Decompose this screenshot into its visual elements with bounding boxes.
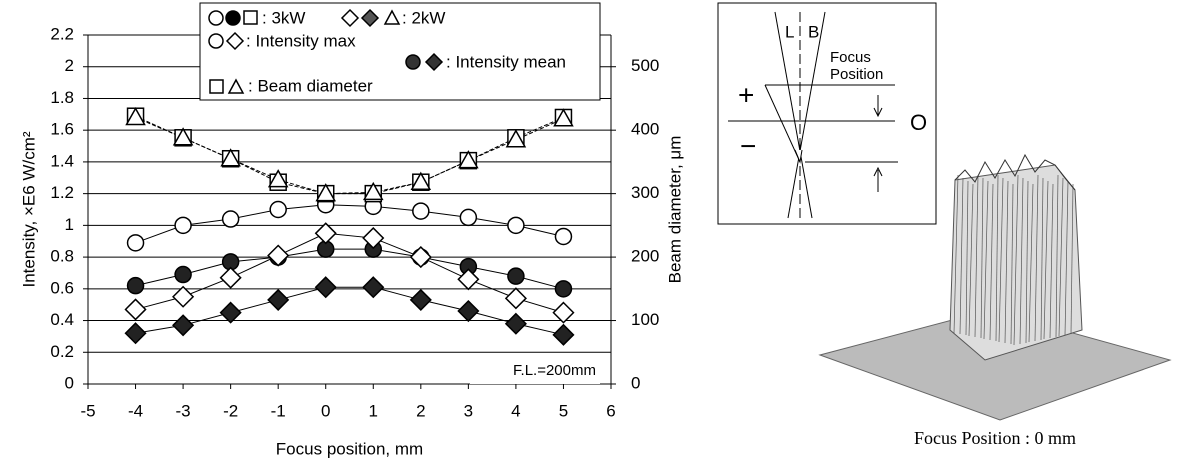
caption: Focus Position : 0 mm — [914, 428, 1076, 448]
marker — [411, 247, 431, 267]
y-tick-label: 2 — [65, 56, 74, 75]
y-tick-label: 1.2 — [50, 183, 74, 202]
marker — [508, 217, 524, 233]
diagram-label: O — [910, 110, 927, 135]
x-axis-label: Focus position, mm — [276, 439, 423, 458]
y-tick-label: 0.4 — [50, 310, 74, 329]
legend-label: : Intensity mean — [446, 52, 566, 71]
marker — [268, 290, 288, 310]
marker — [506, 314, 526, 334]
marker — [221, 268, 241, 288]
marker — [221, 303, 241, 323]
marker — [223, 211, 239, 227]
beam-profile — [820, 155, 1170, 420]
series-line — [136, 205, 564, 243]
x-tick-label: -1 — [271, 401, 286, 420]
y-tick-label: 0.2 — [50, 342, 74, 361]
annotation: F.L.=200mm — [513, 362, 596, 379]
diagram-label: L — [785, 22, 794, 41]
y2-tick-label: 500 — [631, 56, 659, 75]
legend-label: : 2kW — [402, 8, 445, 27]
legend-label: : Intensity max — [246, 31, 356, 50]
x-tick-label: 5 — [559, 401, 568, 420]
marker — [175, 217, 191, 233]
y-axis-label: Intensity, ×E6 W/cm² — [19, 131, 38, 287]
marker — [175, 267, 191, 283]
legend-label: : Beam diameter — [248, 76, 373, 95]
y2-tick-label: 400 — [631, 120, 659, 139]
y-tick-label: 0 — [65, 373, 74, 392]
y2-tick-label: 200 — [631, 247, 659, 266]
marker — [458, 301, 478, 321]
marker — [506, 288, 526, 308]
marker — [555, 281, 571, 297]
x-tick-label: 2 — [416, 401, 425, 420]
marker — [270, 202, 286, 218]
marker — [316, 277, 336, 297]
series-line — [136, 249, 564, 289]
marker — [128, 235, 144, 251]
diagram-label: Focus — [830, 49, 871, 66]
marker — [508, 268, 524, 284]
marker — [268, 246, 288, 266]
marker — [555, 228, 571, 244]
marker — [128, 278, 144, 294]
x-tick-label: -3 — [176, 401, 191, 420]
y-tick-label: 1.4 — [50, 151, 74, 170]
series-line — [136, 287, 564, 335]
marker — [553, 303, 573, 323]
x-tick-label: 0 — [321, 401, 330, 420]
marker — [460, 209, 476, 225]
diagram-label: + — [738, 79, 754, 110]
x-tick-label: -2 — [223, 401, 238, 420]
y2-tick-label: 0 — [631, 373, 640, 392]
y-tick-label: 2.2 — [50, 24, 74, 43]
diagram-label: − — [740, 130, 756, 161]
marker — [363, 277, 383, 297]
y-tick-label: 0.8 — [50, 247, 74, 266]
x-tick-label: -4 — [128, 401, 143, 420]
x-tick-label: -5 — [80, 401, 95, 420]
marker — [126, 323, 146, 343]
y2-tick-label: 100 — [631, 310, 659, 329]
marker — [173, 287, 193, 307]
y2-axis-label: Beam diameter, μm — [665, 136, 684, 284]
marker — [458, 269, 478, 289]
x-tick-label: 1 — [369, 401, 378, 420]
diagram-label: B — [808, 22, 819, 41]
series-line — [136, 117, 564, 193]
marker — [411, 290, 431, 310]
x-tick-label: 4 — [511, 401, 520, 420]
focus-diagram — [718, 3, 936, 224]
marker — [553, 325, 573, 345]
legend-label: : 3kW — [262, 8, 305, 27]
y-tick-label: 1.8 — [50, 88, 74, 107]
y-tick-label: 0.6 — [50, 278, 74, 297]
marker — [413, 203, 429, 219]
page: 0 0.2 0.4 0.6 0.8 1 1.2 1.4 1.6 1.8 2 2.2 0 100 200 300… — [0, 0, 1183, 460]
marker — [173, 315, 193, 335]
marker — [316, 223, 336, 243]
series-line — [136, 116, 564, 193]
y-tick-label: 1 — [65, 215, 74, 234]
y-tick-label: 1.6 — [50, 120, 74, 139]
x-tick-label: 6 — [606, 401, 615, 420]
x-tick-label: 3 — [464, 401, 473, 420]
diagram-label: Position — [830, 66, 883, 83]
marker — [126, 299, 146, 319]
y2-tick-label: 300 — [631, 183, 659, 202]
